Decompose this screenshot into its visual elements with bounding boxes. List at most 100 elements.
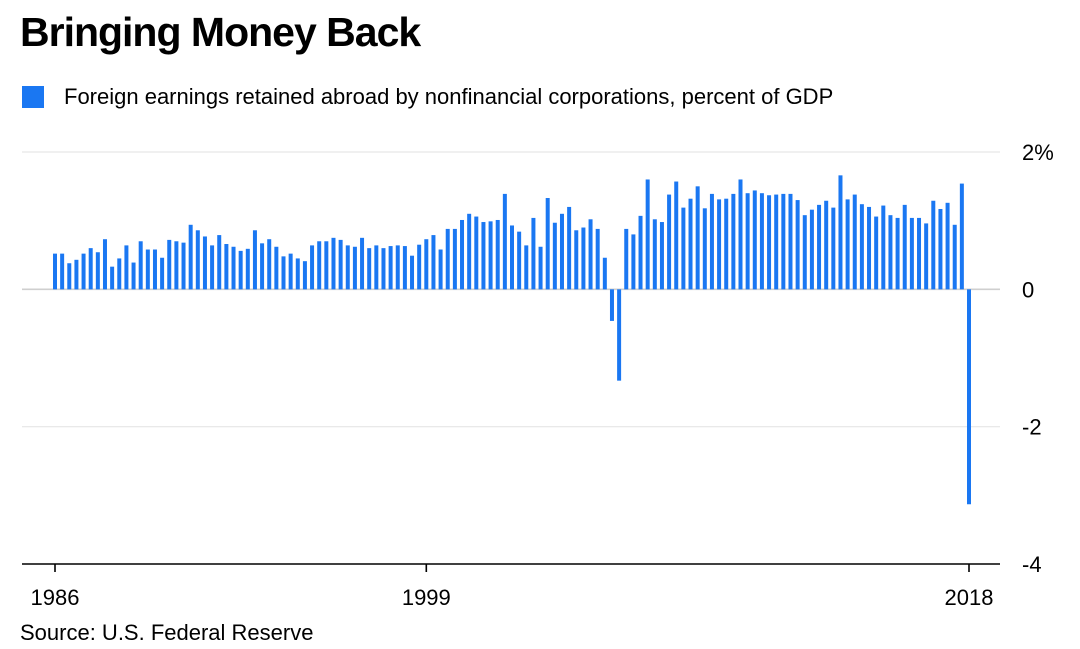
- bar: [767, 195, 772, 290]
- bar: [281, 256, 286, 290]
- bar: [781, 193, 786, 290]
- legend-label: Foreign earnings retained abroad by nonf…: [64, 84, 834, 109]
- bar: [124, 245, 129, 290]
- bar: [53, 253, 57, 290]
- bar: [567, 206, 572, 290]
- bar: [460, 219, 465, 290]
- bar: [410, 255, 415, 290]
- bar: [545, 198, 550, 290]
- bar: [517, 231, 522, 290]
- bar: [609, 289, 614, 321]
- bar: [424, 239, 429, 290]
- x-tick-label: 1986: [31, 585, 80, 610]
- bar: [367, 248, 372, 290]
- bar: [417, 244, 422, 290]
- bar: [538, 246, 543, 290]
- bar: [902, 204, 907, 290]
- bar: [709, 193, 714, 290]
- gridlines: [22, 151, 1000, 428]
- bar: [838, 175, 843, 290]
- bar: [181, 242, 186, 290]
- bar: [345, 245, 350, 290]
- bar: [74, 259, 79, 290]
- bar: [295, 258, 300, 290]
- bar: [624, 228, 629, 290]
- bar: [959, 183, 964, 290]
- bar: [67, 263, 72, 290]
- bar: [467, 213, 472, 290]
- bar: [931, 200, 936, 290]
- bar: [574, 230, 579, 290]
- bar: [659, 222, 664, 290]
- bar: [395, 245, 400, 290]
- bar: [859, 204, 864, 290]
- bar: [617, 289, 622, 381]
- bar: [924, 223, 929, 290]
- bar: [559, 213, 564, 290]
- bar: [774, 194, 779, 290]
- bar: [131, 262, 136, 290]
- bar: [895, 217, 900, 290]
- bar: [638, 215, 643, 290]
- bar: [652, 219, 657, 290]
- bar: [945, 202, 950, 290]
- bar: [831, 207, 836, 290]
- bar: [724, 198, 729, 290]
- bar: [510, 225, 514, 290]
- bar: [688, 198, 693, 290]
- bar: [224, 244, 229, 290]
- bar: [267, 239, 272, 290]
- x-axis: [22, 563, 1000, 572]
- bar: [374, 245, 379, 290]
- bar: [852, 194, 857, 290]
- bar: [431, 235, 436, 290]
- bar: [645, 179, 650, 290]
- bar: [667, 194, 672, 290]
- bar: [938, 208, 943, 290]
- bar: [60, 253, 65, 290]
- x-tick-label: 1999: [402, 585, 451, 610]
- bar: [745, 193, 750, 290]
- bar: [445, 228, 450, 290]
- bar: [188, 224, 193, 290]
- bar: [402, 246, 407, 290]
- bar: [388, 246, 393, 290]
- bar: [867, 206, 872, 290]
- bar: [888, 215, 893, 290]
- bar: [302, 261, 307, 290]
- bar: [252, 230, 257, 290]
- bar: [909, 217, 914, 290]
- bar: [595, 228, 600, 290]
- bar: [274, 246, 279, 290]
- legend-swatch: [22, 86, 44, 108]
- bar: [288, 253, 293, 290]
- bar: [360, 237, 365, 290]
- bar: [160, 257, 165, 290]
- bar: [260, 243, 265, 290]
- y-tick-label: -2: [1022, 415, 1042, 440]
- tick-labels: 2% 0 -2 -4 1986 1999 2018: [31, 140, 1054, 610]
- y-tick-label: 0: [1022, 277, 1034, 302]
- bar: [138, 241, 143, 290]
- bar: [102, 239, 107, 290]
- bar: [881, 205, 886, 290]
- bar: [438, 249, 443, 290]
- bar: [452, 228, 457, 290]
- bar: [752, 190, 757, 290]
- bar: [552, 222, 557, 290]
- bar: [917, 217, 922, 290]
- bar: [695, 186, 700, 290]
- bar: [210, 245, 215, 290]
- bar: [702, 208, 707, 290]
- bar: [817, 204, 822, 290]
- bar: [681, 207, 686, 290]
- bar: [245, 248, 250, 290]
- bar: [581, 227, 586, 290]
- legend: Foreign earnings retained abroad by nonf…: [22, 82, 833, 112]
- bar: [88, 248, 93, 290]
- bar: [788, 193, 793, 290]
- bar: [824, 200, 829, 290]
- bar: [474, 216, 479, 290]
- bar: [795, 200, 800, 290]
